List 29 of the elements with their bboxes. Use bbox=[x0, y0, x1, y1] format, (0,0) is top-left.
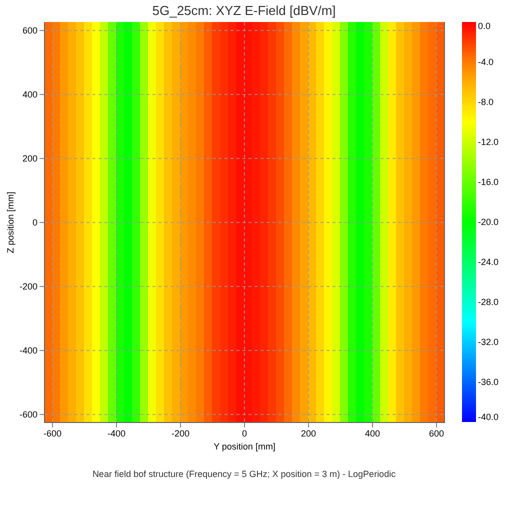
y-tick-label: 200 bbox=[22, 154, 38, 164]
color-bar-label: -40.0 bbox=[478, 412, 499, 422]
x-tick-label: 600 bbox=[428, 428, 444, 438]
y-tick-label: -200 bbox=[19, 282, 38, 292]
color-bar-label: -32.0 bbox=[478, 337, 499, 347]
color-bar-label: -4.0 bbox=[478, 57, 494, 67]
color-bar-label: -20.0 bbox=[478, 217, 499, 227]
text: Near field bof structure (Frequency = 5 GHz; X position = 3 m) - LogPeriodic bbox=[92, 469, 396, 479]
chart-title: 5G_25cm: XYZ E-Field [dBV/m] bbox=[152, 3, 336, 18]
y-tick-label: -600 bbox=[19, 410, 38, 420]
color-bar-label: -28.0 bbox=[478, 297, 499, 307]
y-tick-label: 600 bbox=[22, 26, 38, 36]
x-axis-title: Y position [mm] bbox=[214, 442, 276, 452]
y-tick-label: 0 bbox=[32, 218, 38, 228]
x-tick-label: 400 bbox=[364, 428, 380, 438]
color-bar-label: -12.0 bbox=[478, 137, 499, 147]
color-bar-label: 0.0 bbox=[478, 21, 491, 31]
y-tick-label: 400 bbox=[22, 90, 38, 100]
x-tick-label: 0 bbox=[242, 428, 248, 438]
y-tick-label: -400 bbox=[19, 346, 38, 356]
color-bar-label: -36.0 bbox=[478, 377, 499, 387]
x-tick-label: -600 bbox=[43, 428, 62, 438]
y-axis-title: Z position [mm] bbox=[5, 192, 16, 254]
color-bar-label: -8.0 bbox=[478, 97, 494, 107]
x-tick-label: -400 bbox=[107, 428, 126, 438]
x-tick-label: 200 bbox=[300, 428, 316, 438]
x-tick-label: -200 bbox=[171, 428, 190, 438]
color-bar-label: -16.0 bbox=[478, 177, 499, 187]
color-bar-label: -24.0 bbox=[478, 257, 499, 267]
